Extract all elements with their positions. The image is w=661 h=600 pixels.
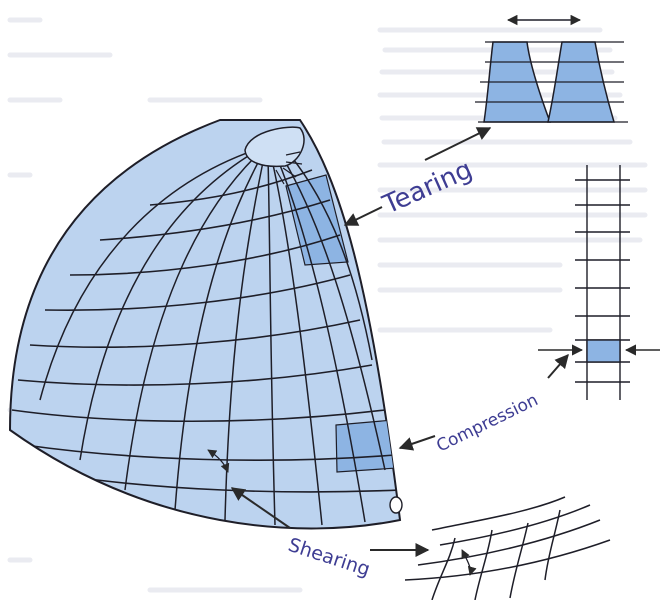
shearing-inset — [404, 496, 611, 600]
meridian-lines — [39, 149, 386, 526]
compression-label: Compression — [433, 390, 541, 456]
tearing-cells — [285, 174, 349, 266]
tearing-to-dome-arrow — [343, 206, 383, 226]
compression-to-inset-arrow — [547, 353, 569, 379]
tearing-inset-grid — [475, 41, 628, 123]
tearing-inset — [475, 14, 628, 123]
dome-bottom-oval — [389, 496, 403, 514]
dome-grid — [11, 126, 400, 526]
compression-cell-inset — [586, 339, 621, 363]
shearing-to-dome-arrow — [230, 487, 291, 529]
shear-angle-marker — [461, 549, 477, 576]
compression-to-dome-arrow — [398, 435, 436, 451]
callout-arrows — [230, 127, 569, 557]
dome-cap — [244, 126, 305, 168]
compression-grid — [575, 165, 630, 400]
latitude-lines — [11, 169, 400, 493]
dome — [8, 119, 403, 530]
dome-shear-angle-marker — [207, 449, 230, 473]
shearing-label: Shearing — [285, 534, 372, 581]
pole-spikes — [275, 151, 303, 185]
compression-inset — [538, 165, 660, 400]
tearing-to-inset-arrow — [424, 127, 492, 161]
